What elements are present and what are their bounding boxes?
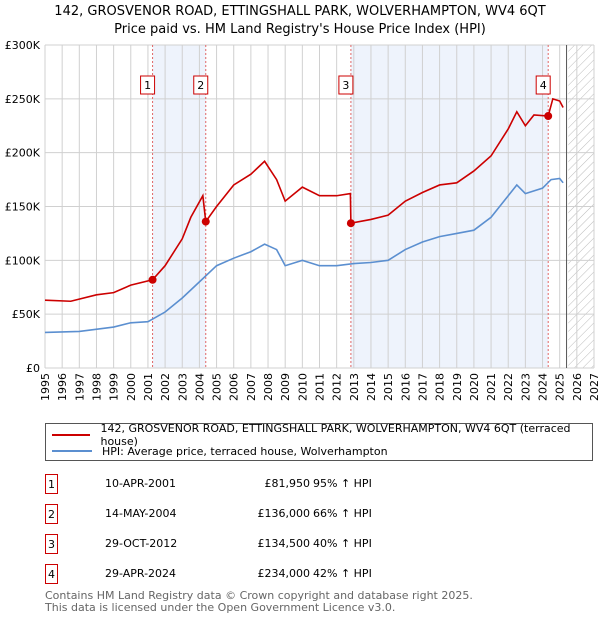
- sale-hpi: 40% ↑ HPI: [313, 537, 372, 550]
- y-tick-label: £50K: [12, 308, 41, 321]
- legend: 142, GROSVENOR ROAD, ETTINGSHALL PARK, W…: [45, 422, 593, 461]
- x-tick-label: 2011: [314, 373, 327, 401]
- x-tick-label: 2020: [468, 373, 481, 401]
- footer-line-2: This data is licensed under the Open Gov…: [45, 601, 396, 614]
- x-tick-label: 1999: [108, 373, 121, 401]
- sale-hpi: 95% ↑ HPI: [313, 477, 372, 490]
- x-tick-label: 2014: [365, 373, 378, 401]
- series-line: [44, 97, 564, 303]
- sale-label-box: [338, 75, 354, 95]
- x-tick-label: 2013: [348, 373, 361, 401]
- x-tick-label: 1996: [56, 373, 69, 401]
- sale-date: 14-MAY-2004: [105, 507, 177, 520]
- plot-area: 1 2 3 4 1995 1996 1997 1998 1999 2000 2001 2002 2003…: [5, 39, 600, 401]
- series-line: [44, 177, 564, 334]
- y-tick-label: £300K: [5, 39, 41, 52]
- x-tick-label: 1998: [90, 373, 103, 401]
- x-tick-label: 2016: [399, 373, 412, 401]
- legend-label: HPI: Average price, terraced house, Wolv…: [102, 444, 388, 458]
- sale-number: 4: [45, 564, 58, 584]
- sale-date: 29-APR-2024: [105, 567, 177, 580]
- x-tick-label: 2007: [245, 373, 258, 401]
- x-tick-label: 2002: [159, 373, 172, 401]
- blue-line-swatch: [52, 450, 92, 452]
- x-tick-label: 2006: [228, 373, 241, 401]
- x-tick-label: 2004: [193, 373, 206, 401]
- y-tick-label: £0: [26, 362, 40, 375]
- x-tick-label: 2024: [537, 373, 550, 401]
- x-tick-label: 2015: [382, 373, 395, 401]
- chart-subtitle: Price paid vs. HM Land Registry's House …: [114, 22, 486, 37]
- sale-date: 29-OCT-2012: [105, 537, 178, 550]
- x-tick-label: 2021: [485, 373, 498, 401]
- x-tick-label: 2005: [211, 373, 224, 401]
- sale-point: [544, 112, 553, 121]
- sale-price: £136,000: [257, 507, 311, 520]
- sale-date: 10-APR-2001: [105, 477, 177, 490]
- y-tick-label: £200K: [5, 147, 41, 160]
- sale-label: 4: [540, 79, 547, 92]
- sale-point: [148, 275, 157, 284]
- sale-point: [346, 219, 355, 228]
- sale-price: £234,000: [257, 567, 311, 580]
- x-tick-label: 2010: [296, 373, 309, 401]
- sale-price: £81,950: [264, 477, 311, 490]
- y-tick-label: £250K: [5, 93, 41, 106]
- x-tick-label: 2026: [571, 373, 584, 401]
- footer-line-1: Contains HM Land Registry data © Crown c…: [45, 589, 473, 602]
- sale-hpi: 66% ↑ HPI: [313, 507, 372, 520]
- legend-label: 142, GROSVENOR ROAD, ETTINGSHALL PARK, W…: [100, 422, 571, 448]
- legend-item-property: 142, GROSVENOR ROAD, ETTINGSHALL PARK, W…: [52, 422, 592, 448]
- sale-label: 2: [197, 79, 204, 92]
- x-tick-label: 1997: [73, 373, 86, 401]
- sale-label: 3: [342, 79, 349, 92]
- x-tick-label: 2023: [519, 373, 532, 401]
- red-line-swatch: [52, 434, 91, 436]
- sale-label: 1: [144, 79, 151, 92]
- legend-item-hpi: HPI: Average price, terraced house, Wolv…: [52, 443, 388, 459]
- x-tick-label: 2017: [416, 373, 429, 401]
- x-tick-label: 2003: [176, 373, 189, 401]
- x-tick-label: 1995: [39, 373, 52, 401]
- sale-number: 3: [45, 534, 58, 554]
- x-tick-label: 2012: [331, 373, 344, 401]
- sale-label-box: [535, 75, 551, 95]
- y-tick-label: £150K: [5, 201, 41, 214]
- x-tick-label: 2001: [142, 373, 155, 401]
- sale-price: £134,500: [257, 537, 311, 550]
- x-tick-label: 2009: [279, 373, 292, 401]
- x-tick-label: 2027: [588, 373, 600, 401]
- sale-point: [201, 217, 210, 226]
- sale-hpi: 42% ↑ HPI: [313, 567, 372, 580]
- chart-title: 142, GROSVENOR ROAD, ETTINGSHALL PARK, W…: [54, 4, 546, 19]
- sale-label-box: [193, 75, 209, 95]
- x-tick-label: 2008: [262, 373, 275, 401]
- sale-number: 1: [45, 474, 58, 494]
- x-tick-label: 2018: [434, 373, 447, 401]
- sale-number: 2: [45, 504, 58, 524]
- x-tick-label: 2022: [502, 373, 515, 401]
- y-tick-label: £100K: [5, 254, 41, 267]
- x-tick-label: 2019: [451, 373, 464, 401]
- x-tick-label: 2000: [125, 373, 138, 401]
- sale-label-box: [140, 75, 156, 95]
- x-tick-label: 2025: [554, 373, 567, 401]
